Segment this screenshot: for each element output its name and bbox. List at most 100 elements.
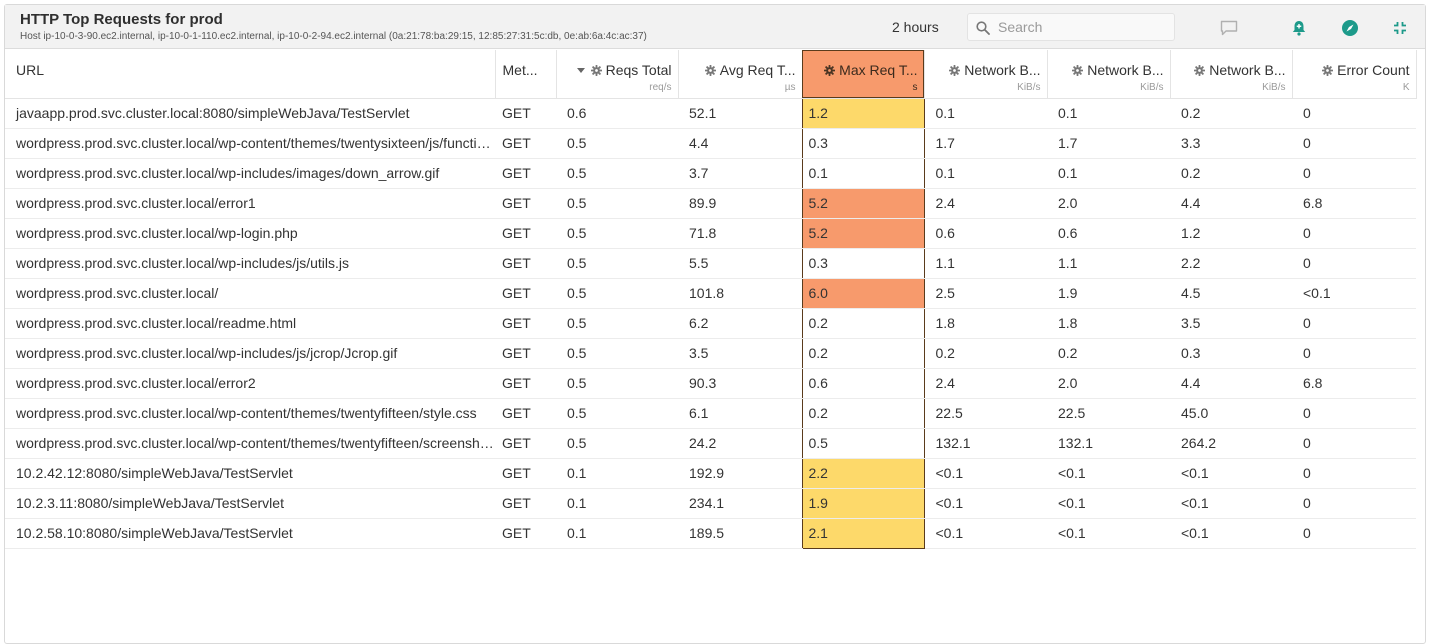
- table-row[interactable]: wordpress.prod.svc.cluster.local/error2 G…: [5, 368, 1416, 399]
- reqs-total-cell: 0.5: [556, 308, 678, 339]
- network-bytes-in-cell: <0.1: [924, 458, 1047, 489]
- error-count-cell: 0: [1292, 488, 1416, 519]
- method-cell: GET: [495, 278, 556, 309]
- network-bytes-in-cell: 2.5: [924, 278, 1047, 309]
- search-box[interactable]: [967, 13, 1175, 41]
- max-req-time-cell: 0.2: [801, 308, 925, 339]
- avg-req-time-cell: 189.5: [678, 518, 802, 549]
- network-bytes-out-cell: 1.1: [1047, 248, 1170, 279]
- column-unit: s: [912, 82, 918, 93]
- reqs-total-cell: 0.5: [556, 338, 678, 369]
- network-bytes-in-cell: 0.6: [924, 218, 1047, 249]
- http-top-requests-panel: HTTP Top Requests for prod Host ip-10-0-…: [4, 4, 1426, 644]
- reqs-total-cell: 0.5: [556, 188, 678, 219]
- search-input[interactable]: [998, 18, 1168, 36]
- comment-icon[interactable]: [1218, 17, 1240, 39]
- alert-bell-icon[interactable]: [1288, 17, 1310, 39]
- column-header-max-req-time[interactable]: Max Req T... s: [802, 50, 925, 99]
- avg-req-time-cell: 90.3: [678, 368, 802, 399]
- reqs-total-cell: 0.5: [556, 248, 678, 279]
- column-header-avg-req-time[interactable]: Avg Req T... µs: [678, 50, 803, 99]
- error-count-cell: 0: [1292, 398, 1416, 429]
- gear-icon: [704, 65, 716, 76]
- max-req-time-cell: 0.2: [801, 398, 925, 429]
- avg-req-time-cell: 5.5: [678, 248, 802, 279]
- reqs-total-cell: 0.5: [556, 278, 678, 309]
- table-row[interactable]: wordpress.prod.svc.cluster.local/wp-cont…: [5, 428, 1416, 459]
- avg-req-time-cell: 24.2: [678, 428, 802, 459]
- network-bytes-out-cell: <0.1: [1047, 518, 1170, 549]
- column-header-reqs-total[interactable]: Reqs Total req/s: [556, 50, 679, 99]
- max-req-time-cell: 5.2: [801, 218, 925, 249]
- error-count-cell: 6.8: [1292, 368, 1416, 399]
- method-cell: GET: [495, 488, 556, 519]
- network-bytes-total-cell: 4.4: [1170, 188, 1292, 219]
- column-label: Error Count: [1337, 62, 1410, 78]
- table-row[interactable]: wordpress.prod.svc.cluster.local/GET 0.5 1…: [5, 278, 1416, 309]
- column-unit: KiB/s: [1017, 82, 1041, 93]
- search-icon: [976, 21, 990, 35]
- method-cell: GET: [495, 368, 556, 399]
- error-count-cell: 6.8: [1292, 188, 1416, 219]
- error-count-cell: 0: [1292, 158, 1416, 189]
- column-header-error-count[interactable]: Error Count K: [1292, 50, 1417, 99]
- network-bytes-in-cell: <0.1: [924, 518, 1047, 549]
- column-header-url[interactable]: URL: [5, 50, 496, 99]
- column-header-network-bytes-in[interactable]: Network B... KiB/s: [924, 50, 1048, 99]
- column-label: URL: [16, 62, 45, 78]
- network-bytes-total-cell: 0.2: [1170, 98, 1292, 129]
- method-cell: GET: [495, 338, 556, 369]
- error-count-cell: 0: [1292, 218, 1416, 249]
- reqs-total-cell: 0.5: [556, 428, 678, 459]
- network-bytes-in-cell: 0.1: [924, 158, 1047, 189]
- column-header-network-bytes-total[interactable]: Network B... KiB/s: [1170, 50, 1293, 99]
- table-row[interactable]: wordpress.prod.svc.cluster.local/wp-cont…: [5, 128, 1416, 159]
- column-header-method[interactable]: Met...: [495, 50, 557, 99]
- error-count-cell: 0: [1292, 518, 1416, 549]
- reqs-total-cell: 0.5: [556, 128, 678, 159]
- column-header-network-bytes-out[interactable]: Network B... KiB/s: [1047, 50, 1171, 99]
- table-header-row: URL Met... Reqs Total req/s Avg Req T...…: [5, 50, 1417, 99]
- gear-icon: [824, 65, 836, 76]
- column-label-wrap: Network B...: [1194, 62, 1286, 78]
- table-row[interactable]: 10.2.42.12:8080/simpleWebJava/TestServle…: [5, 458, 1416, 489]
- error-count-cell: 0: [1292, 338, 1416, 369]
- network-bytes-total-cell: 3.3: [1170, 128, 1292, 159]
- error-count-cell: 0: [1292, 248, 1416, 279]
- table-row[interactable]: wordpress.prod.svc.cluster.local/wp-incl…: [5, 338, 1416, 369]
- avg-req-time-cell: 6.2: [678, 308, 802, 339]
- explore-icon[interactable]: [1339, 17, 1361, 39]
- table-row[interactable]: wordpress.prod.svc.cluster.local/readme.…: [5, 308, 1416, 339]
- network-bytes-total-cell: 45.0: [1170, 398, 1292, 429]
- table-row[interactable]: wordpress.prod.svc.cluster.local/wp-logi…: [5, 218, 1416, 249]
- url-cell: wordpress.prod.svc.cluster.local/readme.…: [5, 308, 495, 339]
- table-row[interactable]: javaapp.prod.svc.cluster.local:8080/simp…: [5, 98, 1416, 129]
- avg-req-time-cell: 3.7: [678, 158, 802, 189]
- url-cell: wordpress.prod.svc.cluster.local/wp-cont…: [5, 128, 495, 159]
- table-row[interactable]: wordpress.prod.svc.cluster.local/wp-cont…: [5, 398, 1416, 429]
- url-cell: 10.2.42.12:8080/simpleWebJava/TestServle…: [5, 458, 495, 489]
- gear-icon: [1072, 65, 1084, 76]
- column-label: Met...: [502, 62, 538, 78]
- time-range-label[interactable]: 2 hours: [892, 19, 939, 35]
- network-bytes-total-cell: 2.2: [1170, 248, 1292, 279]
- network-bytes-in-cell: 0.1: [924, 98, 1047, 129]
- max-req-time-cell: 5.2: [801, 188, 925, 219]
- max-req-time-cell: 1.2: [801, 98, 925, 129]
- network-bytes-out-cell: 0.1: [1047, 158, 1170, 189]
- table-row[interactable]: 10.2.3.11:8080/simpleWebJava/TestServlet…: [5, 488, 1416, 519]
- column-label-wrap: Avg Req T...: [704, 62, 796, 78]
- network-bytes-total-cell: 1.2: [1170, 218, 1292, 249]
- collapse-icon[interactable]: [1389, 17, 1411, 39]
- table-row[interactable]: wordpress.prod.svc.cluster.local/wp-incl…: [5, 158, 1416, 189]
- error-count-cell: 0: [1292, 458, 1416, 489]
- network-bytes-in-cell: 22.5: [924, 398, 1047, 429]
- table-row[interactable]: wordpress.prod.svc.cluster.local/wp-incl…: [5, 248, 1416, 279]
- table-row[interactable]: wordpress.prod.svc.cluster.local/error1 G…: [5, 188, 1416, 219]
- table-row[interactable]: 10.2.58.10:8080/simpleWebJava/TestServle…: [5, 518, 1416, 549]
- network-bytes-total-cell: 264.2: [1170, 428, 1292, 459]
- network-bytes-in-cell: <0.1: [924, 488, 1047, 519]
- reqs-total-cell: 0.5: [556, 368, 678, 399]
- method-cell: GET: [495, 128, 556, 159]
- method-cell: GET: [495, 398, 556, 429]
